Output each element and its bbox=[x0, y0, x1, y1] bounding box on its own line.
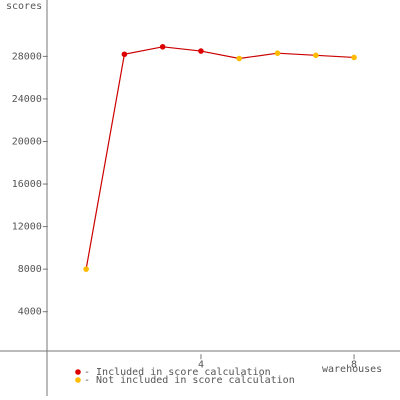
point bbox=[351, 54, 357, 61]
legend-marker bbox=[75, 377, 81, 383]
y-tick-label: 16000 bbox=[12, 179, 42, 190]
x-tick-label: 4 bbox=[198, 359, 204, 370]
x-tick-label: 8 bbox=[351, 359, 357, 370]
point bbox=[236, 55, 243, 62]
point bbox=[159, 44, 166, 50]
legend-marker bbox=[75, 369, 81, 375]
legend-label: - Included in score calculation bbox=[84, 367, 271, 378]
legend-label: - Not included in score calculation bbox=[84, 375, 295, 386]
point bbox=[198, 48, 204, 54]
x-axis-label: warehouses bbox=[322, 364, 382, 375]
y-tick-label: 20000 bbox=[12, 136, 42, 147]
score-line bbox=[85, 46, 355, 270]
point bbox=[274, 50, 281, 56]
y-tick-label: 28000 bbox=[12, 51, 42, 62]
point bbox=[312, 52, 319, 59]
point bbox=[83, 266, 89, 272]
y-axis-label: scores bbox=[6, 1, 42, 12]
y-tick-label: 8000 bbox=[18, 264, 42, 275]
y-tick-label: 24000 bbox=[12, 94, 42, 105]
point bbox=[121, 51, 128, 58]
y-tick-label: 4000 bbox=[18, 307, 42, 318]
y-tick-label: 12000 bbox=[12, 222, 42, 233]
